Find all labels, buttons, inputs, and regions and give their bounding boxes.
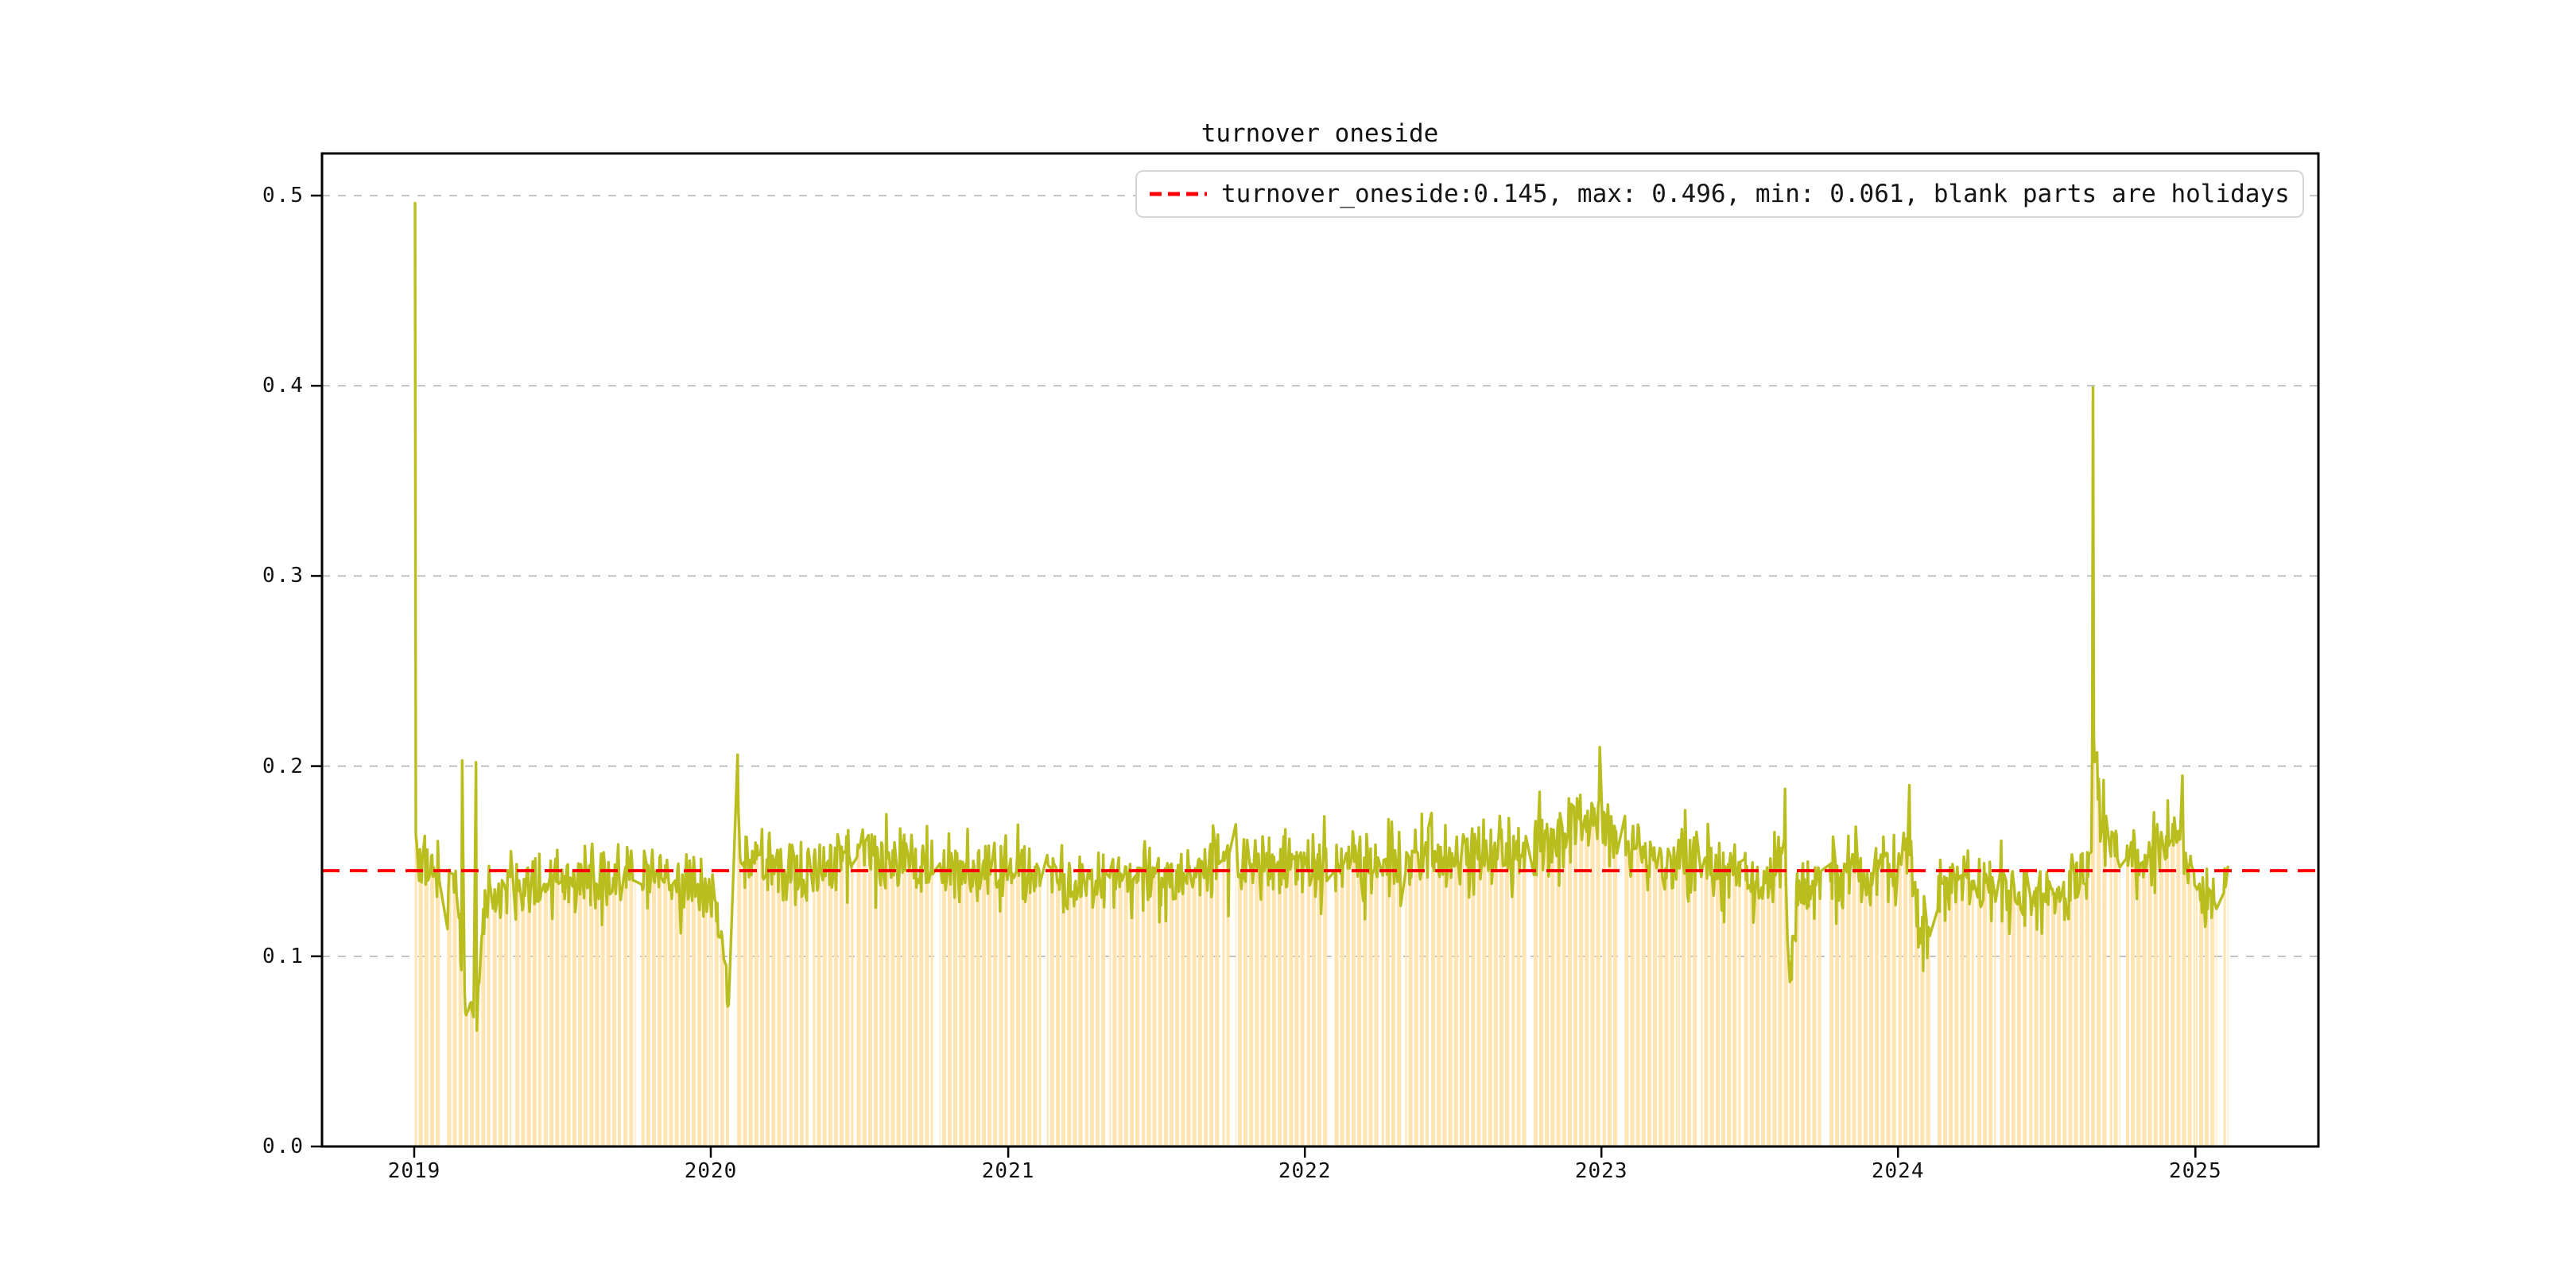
- plot-frame: [320, 152, 2320, 1148]
- y-tick-label: 0.4: [262, 374, 305, 398]
- y-tick-label: 0.3: [262, 564, 305, 588]
- legend: turnover_oneside:0.145, max: 0.496, min:…: [1135, 170, 2304, 218]
- y-tick-label: 0.1: [262, 944, 305, 968]
- legend-label: turnover_oneside:0.145, max: 0.496, min:…: [1221, 180, 2290, 208]
- y-tick-label: 0.5: [262, 184, 305, 208]
- daily-bars: [414, 203, 2229, 1146]
- legend-dash-icon: [1150, 192, 1207, 196]
- axis-ticks: [311, 194, 2197, 1158]
- grid-lines: [322, 195, 2318, 957]
- turnover-line: [413, 201, 2229, 1032]
- x-tick-label: 2022: [1278, 1159, 1332, 1183]
- x-tick-label: 2020: [684, 1159, 738, 1183]
- x-tick-label: 2019: [387, 1159, 441, 1183]
- x-tick-label: 2021: [981, 1159, 1035, 1183]
- x-tick-label: 2025: [2168, 1159, 2222, 1183]
- x-tick-label: 2023: [1574, 1159, 1628, 1183]
- y-tick-label: 0.0: [262, 1135, 305, 1158]
- x-tick-label: 2024: [1871, 1159, 1925, 1183]
- y-tick-label: 0.2: [262, 754, 305, 778]
- chart-title: turnover oneside: [1201, 119, 1439, 148]
